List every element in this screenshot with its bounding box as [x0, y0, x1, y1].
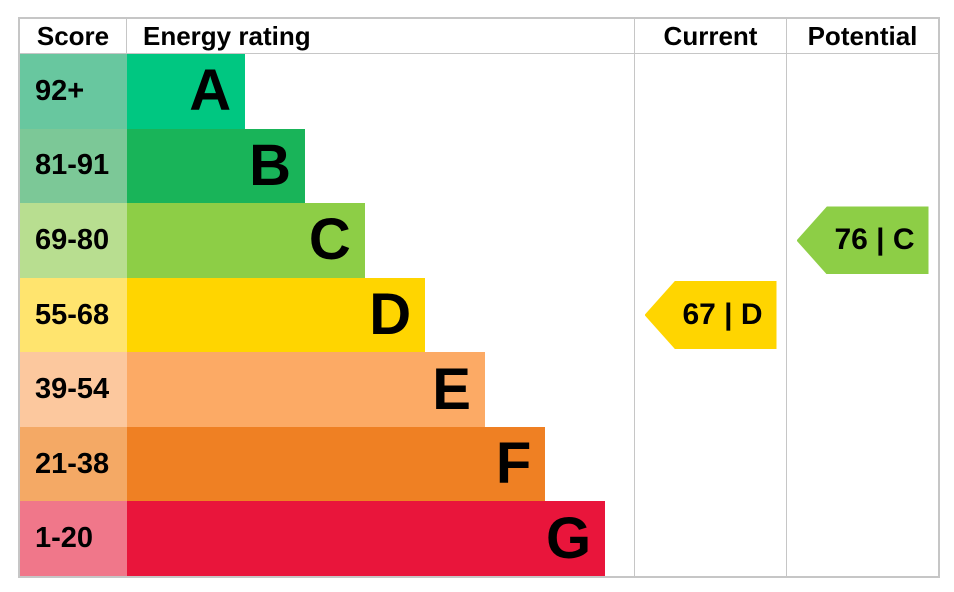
band-letter: G	[545, 505, 592, 571]
potential-cell: 76 | C	[786, 203, 938, 278]
current-cell	[634, 501, 786, 577]
current-cell	[634, 203, 786, 278]
current-cell	[634, 352, 786, 427]
band-bar-a: A	[127, 54, 246, 129]
potential-cell	[786, 352, 938, 427]
band-bar-cell: A	[127, 54, 634, 129]
potential-cell	[786, 426, 938, 502]
band-row-b: 81-91 B	[20, 128, 938, 204]
band-letter: B	[249, 132, 291, 198]
potential-cell	[786, 501, 938, 577]
band-bar-f: F	[127, 426, 546, 502]
header-score: Score	[20, 19, 127, 53]
band-bar-cell: D	[127, 277, 634, 353]
band-bar-b: B	[127, 128, 305, 204]
band-letter: C	[308, 207, 351, 273]
potential-cell	[786, 54, 938, 129]
band-score-range: 69-80	[20, 203, 127, 278]
band-bar-d: D	[127, 277, 426, 353]
potential-cell	[786, 128, 938, 204]
band-score-range: 39-54	[20, 352, 127, 427]
band-letter: A	[189, 58, 232, 124]
potential-cell	[786, 277, 938, 353]
band-score-range: 1-20	[20, 501, 127, 577]
header-energy-rating: Energy rating	[143, 21, 311, 51]
band-bar-g: G	[127, 501, 606, 577]
band-bar-cell: B	[127, 128, 634, 204]
band-row-e: 39-54 E	[20, 352, 938, 427]
band-letter: F	[495, 431, 532, 497]
band-score-range: 21-38	[20, 426, 127, 502]
band-bar-c: C	[127, 203, 365, 278]
band-row-a: 92+ A	[20, 54, 938, 129]
current-rating-arrow: 67 | D	[644, 281, 777, 350]
band-score-range: 92+	[20, 54, 127, 129]
epc-rating-chart: Score Energy rating Current Potential 92…	[18, 17, 940, 578]
current-cell	[634, 426, 786, 502]
header-current: Current	[634, 19, 786, 53]
table-header-row: Score Energy rating Current Potential	[20, 19, 938, 54]
band-bar-cell: G	[127, 501, 634, 577]
band-bar-cell: F	[127, 426, 634, 502]
band-bar-cell: E	[127, 352, 634, 427]
band-row-g: 1-20 G	[20, 501, 938, 577]
potential-rating-arrow: 76 | C	[796, 206, 929, 275]
band-score-range: 81-91	[20, 128, 127, 204]
current-cell	[634, 128, 786, 204]
band-bar-e: E	[127, 352, 485, 427]
band-row-d: 55-68 D 67 | D	[20, 277, 938, 353]
band-row-c: 69-80 C 76 | C	[20, 203, 938, 278]
band-bar-cell: C	[127, 203, 634, 278]
current-cell	[634, 54, 786, 129]
band-row-f: 21-38 F	[20, 426, 938, 502]
bands-body: 92+ A 81-91 B 69-80 C 76 | C 55-68 D 67 | D 39-54 E…	[20, 54, 938, 577]
band-letter: D	[369, 282, 412, 348]
band-score-range: 55-68	[20, 277, 127, 353]
current-cell: 67 | D	[634, 277, 786, 353]
band-letter: E	[432, 356, 471, 422]
header-potential: Potential	[786, 19, 938, 53]
